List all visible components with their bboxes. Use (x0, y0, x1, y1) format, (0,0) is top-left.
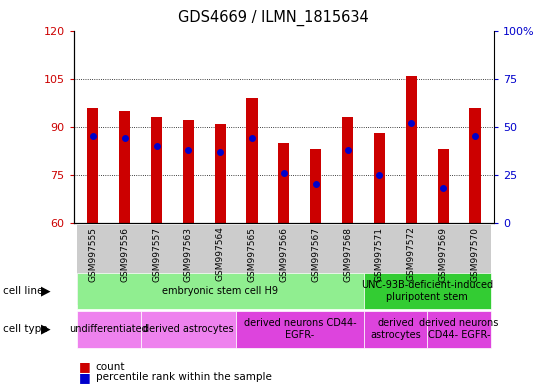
Text: percentile rank within the sample: percentile rank within the sample (96, 372, 271, 382)
Text: GSM997569: GSM997569 (438, 227, 448, 281)
Bar (406, 76, 417, 223)
Bar (310, 149, 322, 223)
Bar (215, 124, 226, 223)
Point (88, 133, 97, 139)
Text: GSM997563: GSM997563 (184, 227, 193, 281)
Bar (374, 133, 385, 223)
Text: GSM997570: GSM997570 (471, 227, 479, 281)
Text: ■: ■ (79, 360, 91, 373)
Bar (87, 108, 98, 223)
Text: GSM997565: GSM997565 (247, 227, 257, 281)
Point (471, 133, 479, 139)
Text: GSM997566: GSM997566 (280, 227, 288, 281)
Point (280, 170, 288, 176)
Text: GSM997572: GSM997572 (407, 227, 416, 281)
Text: GSM997571: GSM997571 (375, 227, 384, 281)
Bar (278, 143, 289, 223)
Text: count: count (96, 362, 125, 372)
Bar (470, 108, 480, 223)
Text: GSM997556: GSM997556 (120, 227, 129, 281)
Text: derived neurons
CD44- EGFR-: derived neurons CD44- EGFR- (419, 318, 499, 340)
Text: undifferentiated: undifferentiated (69, 324, 148, 334)
Point (439, 185, 448, 191)
Text: derived
astrocytes: derived astrocytes (370, 318, 421, 340)
Point (343, 147, 352, 153)
Text: derived neurons CD44-
EGFR-: derived neurons CD44- EGFR- (244, 318, 356, 340)
Bar (151, 117, 162, 223)
Text: GDS4669 / ILMN_1815634: GDS4669 / ILMN_1815634 (177, 10, 369, 26)
Text: cell line: cell line (3, 286, 43, 296)
Text: GSM997567: GSM997567 (311, 227, 321, 281)
Text: UNC-93B-deficient-induced
pluripotent stem: UNC-93B-deficient-induced pluripotent st… (361, 280, 493, 302)
Bar (246, 98, 258, 223)
Bar (183, 120, 194, 223)
Point (407, 120, 416, 126)
Text: ▶: ▶ (40, 323, 50, 336)
Text: derived astrocytes: derived astrocytes (143, 324, 234, 334)
Point (216, 149, 224, 155)
Bar (119, 111, 130, 223)
Point (311, 181, 320, 187)
Text: embryonic stem cell H9: embryonic stem cell H9 (162, 286, 278, 296)
Point (248, 135, 257, 141)
Text: GSM997557: GSM997557 (152, 227, 161, 281)
Text: ■: ■ (79, 371, 91, 384)
Point (120, 135, 129, 141)
Text: cell type: cell type (3, 324, 48, 334)
Text: GSM997568: GSM997568 (343, 227, 352, 281)
Bar (437, 149, 449, 223)
Text: ▶: ▶ (40, 285, 50, 297)
Point (375, 172, 384, 178)
Point (152, 143, 161, 149)
Point (184, 147, 193, 153)
Text: GSM997564: GSM997564 (216, 227, 225, 281)
Text: GSM997555: GSM997555 (88, 227, 97, 281)
Bar (342, 117, 353, 223)
